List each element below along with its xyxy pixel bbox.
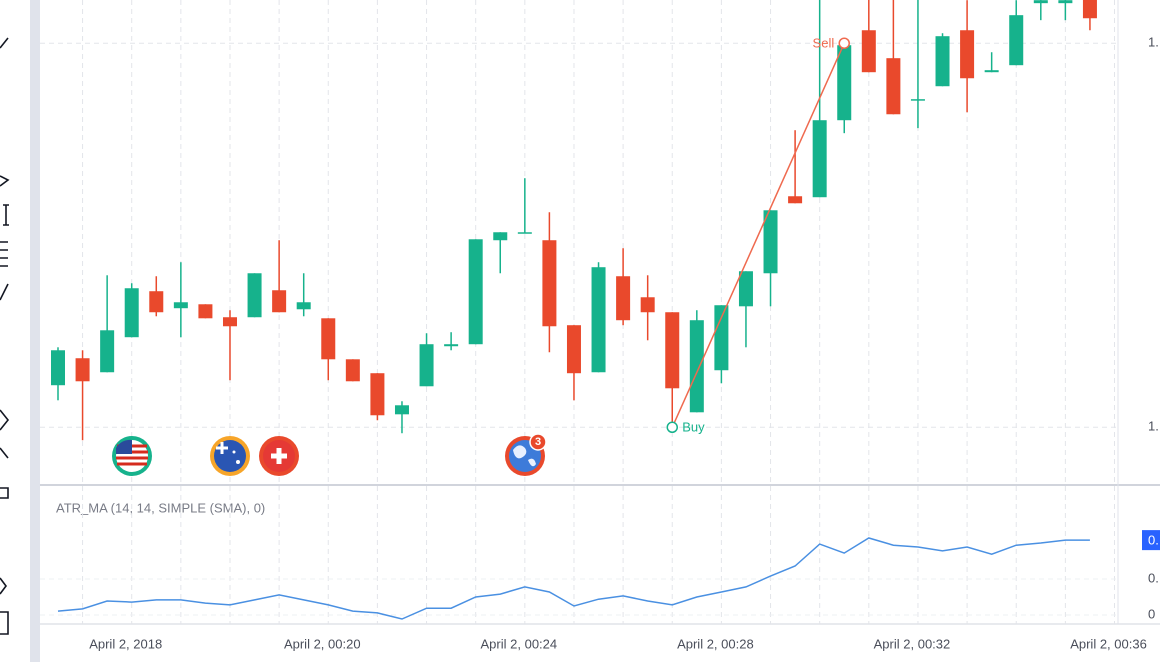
candle-body <box>517 232 532 234</box>
trade-marker <box>838 37 850 49</box>
candle-body <box>616 276 631 321</box>
ch-flag-event[interactable] <box>259 436 299 476</box>
y-tick-label: 1. <box>1148 419 1159 434</box>
atr-line <box>57 537 1090 620</box>
trade-label: Sell <box>813 36 835 51</box>
event-badge: 3 <box>535 436 541 448</box>
candle-body <box>345 359 360 382</box>
y-tick-label: 0 <box>1148 606 1155 621</box>
tool-icon[interactable] <box>0 175 10 187</box>
candle-body <box>370 373 385 416</box>
candle-body <box>1082 0 1097 19</box>
toolbar-divider <box>30 0 40 662</box>
candle-body <box>861 30 876 73</box>
last-value-box <box>1142 530 1160 551</box>
trade-line <box>671 42 845 428</box>
candle-body <box>124 288 139 338</box>
candle-body <box>812 120 827 198</box>
candle-body <box>468 239 483 345</box>
event-icons: 3 <box>112 433 547 476</box>
candle-body <box>394 405 409 415</box>
candle-body <box>665 312 680 389</box>
y-tick-label: 0. <box>1148 570 1159 585</box>
x-tick-label: April 2, 00:32 <box>874 636 951 651</box>
last-value-label: 0. <box>1148 533 1159 548</box>
candle-body <box>689 320 704 413</box>
candle-body <box>296 302 311 310</box>
x-tick-label: April 2, 00:24 <box>481 636 558 651</box>
tool-icon[interactable] <box>0 409 10 459</box>
toolbar <box>0 0 30 662</box>
candle-body <box>247 273 262 318</box>
candle-body <box>173 302 188 309</box>
au-flag-event[interactable] <box>210 436 250 476</box>
candle-body <box>837 45 852 121</box>
candle-body <box>910 99 925 101</box>
tool-icon[interactable] <box>0 611 9 635</box>
candle-body <box>566 325 581 374</box>
tool-icon[interactable] <box>0 241 8 267</box>
x-tick-label: April 2, 00:36 <box>1070 636 1147 651</box>
candle-body <box>714 305 729 371</box>
candle-body <box>542 240 557 327</box>
indicator-title: ATR_MA (14, 14, SIMPLE (SMA), 0) <box>56 500 265 515</box>
x-tick-label: April 2, 00:28 <box>677 636 754 651</box>
candle-body <box>984 70 999 73</box>
candle-body <box>198 304 213 319</box>
us-flag-event[interactable] <box>112 436 152 476</box>
x-tick-label: April 2, 2018 <box>89 636 162 651</box>
global-event[interactable]: 3 <box>505 433 547 476</box>
candle-body <box>886 58 901 115</box>
candle-body <box>935 36 950 87</box>
candle-body <box>149 291 164 313</box>
tool-icon[interactable] <box>0 283 9 301</box>
trade-label: Buy <box>682 420 705 435</box>
plot-area <box>51 0 1097 441</box>
candle-body <box>738 271 753 307</box>
candle-body <box>788 196 803 204</box>
candle-body <box>419 344 434 387</box>
candle-body <box>763 210 778 274</box>
candle-body <box>272 290 287 313</box>
toolbar-icons <box>0 37 10 635</box>
candle-body <box>493 232 508 241</box>
trade-marker <box>666 421 678 434</box>
candle-body <box>75 358 90 382</box>
tool-icon[interactable] <box>0 577 7 595</box>
candle-body <box>321 318 336 360</box>
y-tick-label: 1. <box>1148 35 1159 50</box>
candle-body <box>100 330 115 373</box>
tool-icon[interactable] <box>0 37 9 49</box>
candle-body <box>1058 0 1073 4</box>
candle-body <box>444 344 459 347</box>
candle-body <box>222 317 237 327</box>
candle-body <box>591 267 606 373</box>
candle-body <box>1033 0 1048 4</box>
candle-body <box>640 297 655 313</box>
candle-body <box>1009 15 1024 66</box>
candle-body <box>960 30 975 79</box>
tool-icon[interactable] <box>3 204 9 226</box>
tool-icon[interactable] <box>0 487 9 499</box>
candle-body <box>51 350 65 386</box>
x-tick-label: April 2, 00:20 <box>284 636 361 651</box>
